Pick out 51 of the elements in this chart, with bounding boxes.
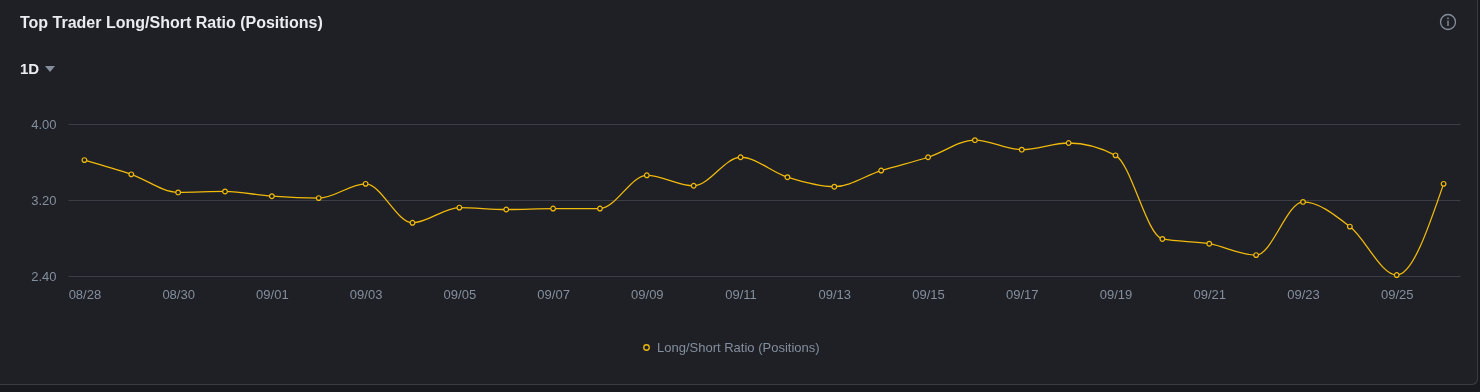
- point: [1159, 236, 1166, 242]
- x-tick-label: 09/25: [1380, 286, 1414, 302]
- x-tick-label: 09/23: [1287, 286, 1320, 302]
- y-tick-label: 4.00: [31, 116, 57, 132]
- point: [1206, 240, 1213, 247]
- x-tick-label: 09/21: [1193, 286, 1227, 302]
- point: [550, 205, 557, 212]
- x-tick-label: 09/19: [1099, 286, 1133, 302]
- point: [409, 219, 416, 226]
- point: [456, 204, 463, 211]
- y-tick-label: 3.20: [31, 192, 57, 208]
- point: [362, 180, 369, 187]
- x-tick-label: 09/01: [256, 286, 289, 302]
- x-tick-label: 09/13: [818, 286, 852, 302]
- point: [597, 205, 603, 212]
- x-tick-label: 09/15: [912, 286, 945, 302]
- point: [1300, 198, 1306, 205]
- y-tick-label: 2.40: [31, 268, 57, 284]
- point: [737, 154, 744, 161]
- x-tick-label: 09/07: [537, 286, 570, 302]
- text: 1D: [20, 60, 40, 77]
- point: [222, 188, 228, 195]
- point: [268, 193, 275, 200]
- point: [1065, 140, 1072, 146]
- point: [831, 183, 838, 190]
- point: [643, 172, 650, 179]
- point: [1346, 223, 1353, 230]
- point: [1018, 146, 1025, 153]
- point: [784, 174, 791, 181]
- point: [925, 154, 931, 161]
- x-tick-label: 09/09: [631, 286, 664, 302]
- point: [175, 189, 182, 196]
- point: [1393, 272, 1400, 278]
- chart-title: Top Trader Long/Short Ratio (Positions): [20, 14, 323, 32]
- point: [971, 137, 978, 144]
- x-tick-label: 09/11: [725, 286, 757, 302]
- point: [1440, 180, 1447, 187]
- point: [1112, 152, 1119, 159]
- point: [128, 171, 135, 178]
- legend-label: Long/Short Ratio (Positions): [657, 339, 820, 355]
- point: [878, 167, 885, 174]
- x-tick-label: 08/28: [68, 286, 102, 302]
- point: [1253, 252, 1260, 259]
- x-tick-label: 09/03: [349, 286, 383, 302]
- x-tick-label: 09/17: [1006, 286, 1039, 302]
- point: [503, 206, 510, 213]
- point: [315, 195, 322, 202]
- point: [81, 157, 88, 164]
- x-tick-label: 08/30: [162, 286, 195, 302]
- x-tick-label: 09/05: [443, 286, 477, 302]
- point: [690, 182, 697, 189]
